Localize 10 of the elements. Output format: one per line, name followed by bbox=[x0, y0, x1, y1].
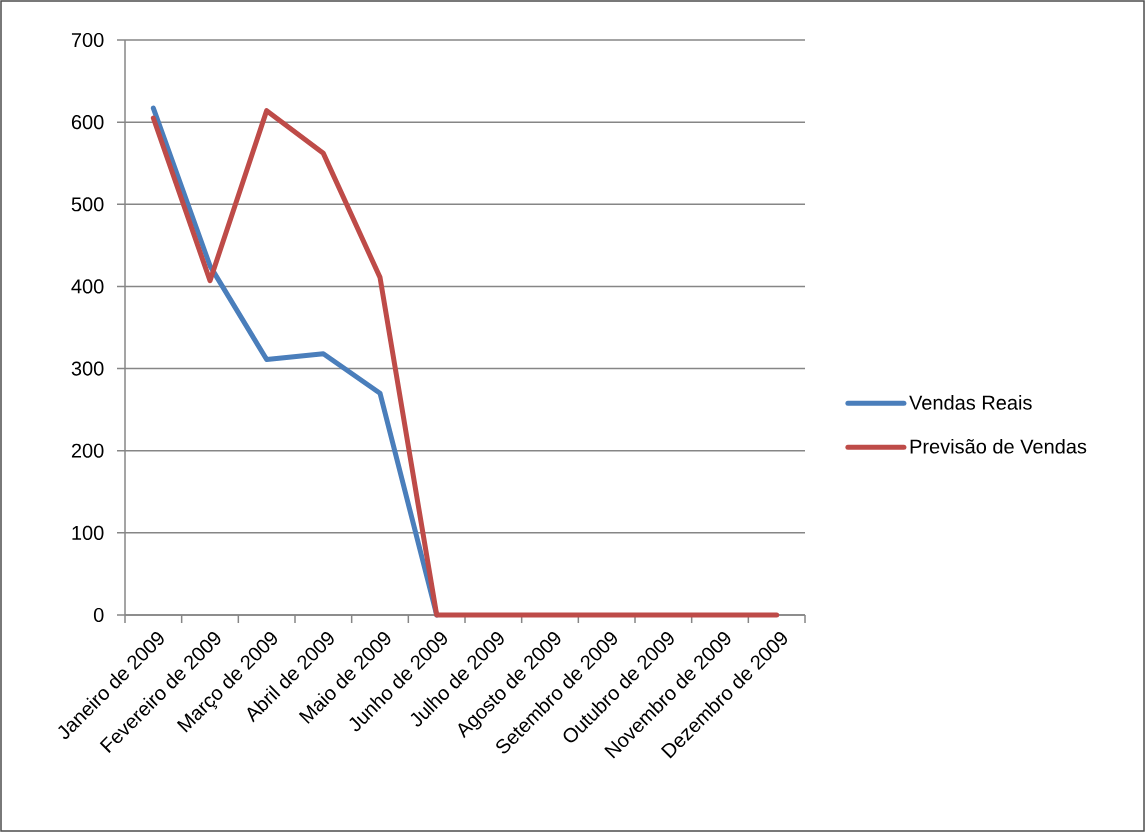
y-tick-label: 100 bbox=[72, 525, 104, 540]
y-tick-label: 600 bbox=[71, 115, 104, 130]
legend-label: Previsão de Vendas bbox=[910, 438, 1087, 454]
y-tick-label: 500 bbox=[71, 197, 104, 212]
legend-label: Vendas Reais bbox=[909, 395, 1032, 410]
y-tick-label: 700 bbox=[71, 32, 104, 48]
y-tick-label: 300 bbox=[71, 361, 104, 376]
y-tick-label: 0 bbox=[93, 607, 104, 623]
y-tick-label: 200 bbox=[71, 443, 104, 458]
y-tick-label: 400 bbox=[71, 279, 104, 294]
